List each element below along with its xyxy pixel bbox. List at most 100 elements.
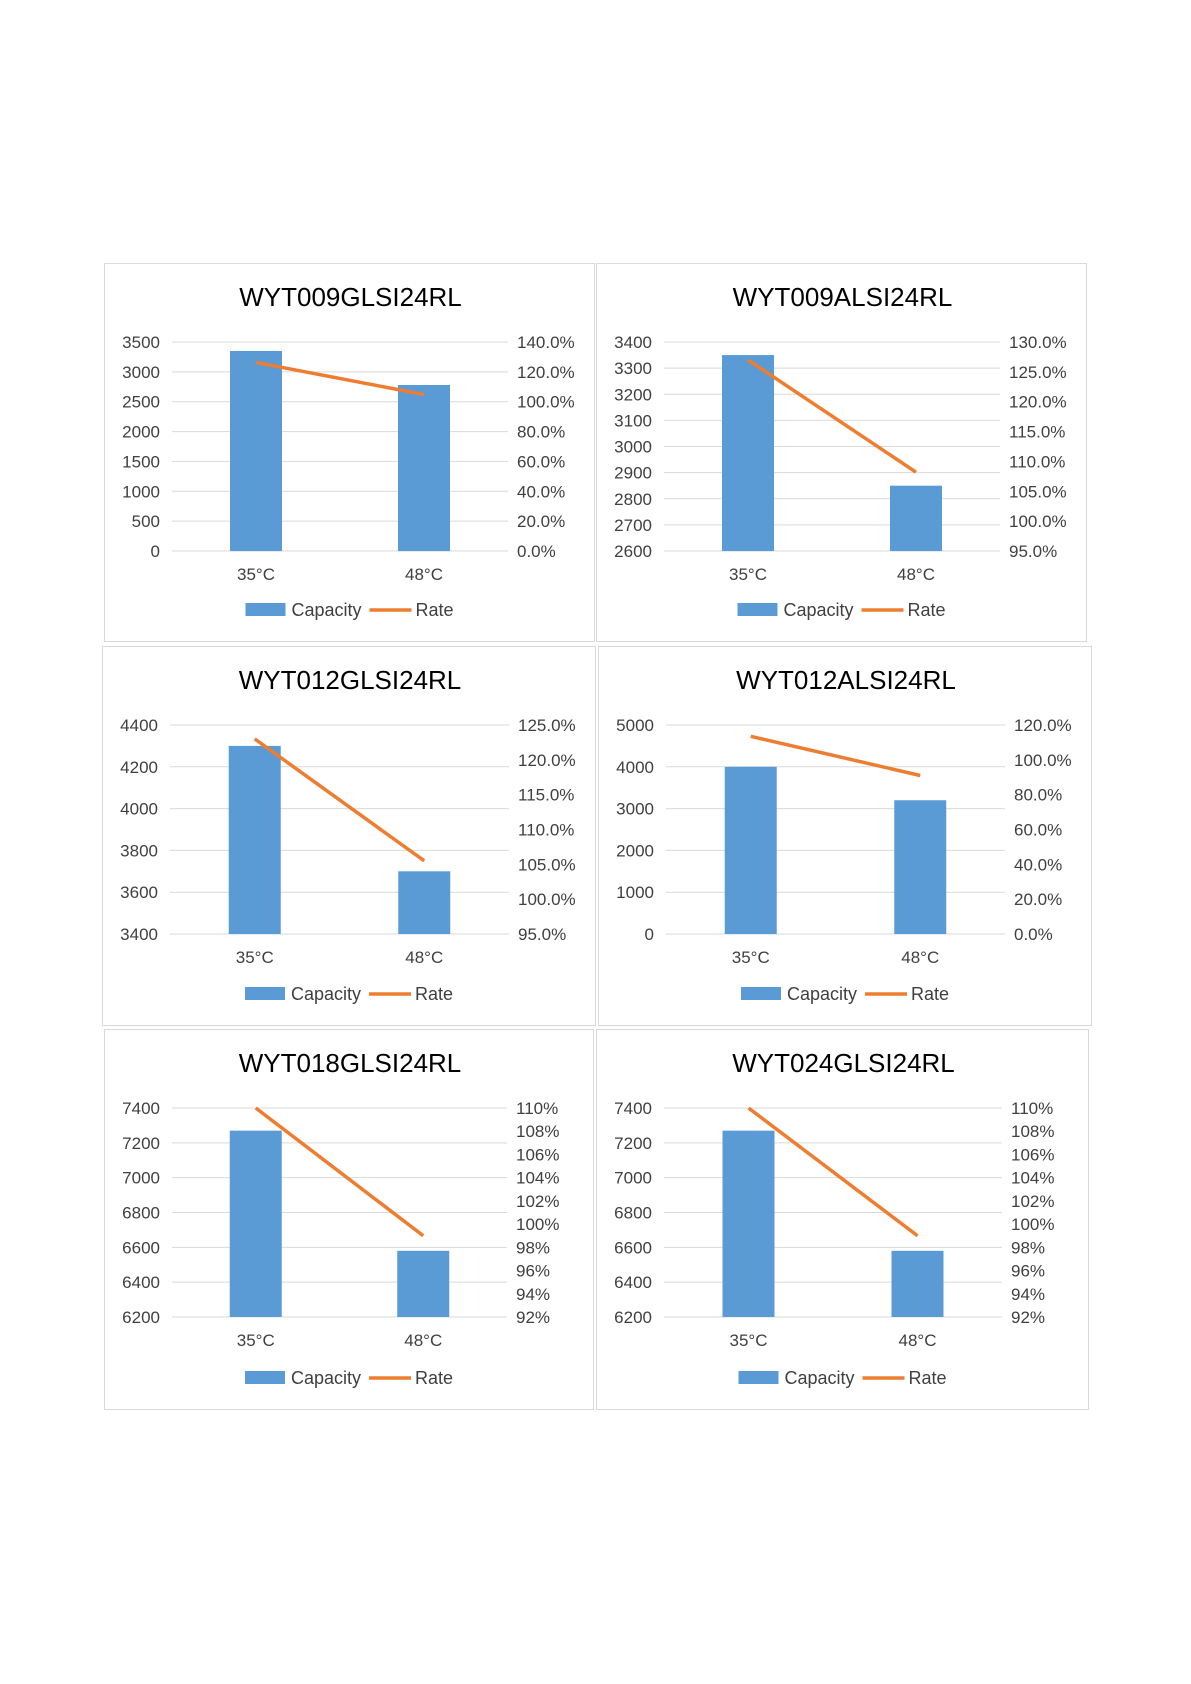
y-right-tick-label: 40.0%: [1014, 855, 1062, 874]
y-right-tick-label: 60.0%: [517, 452, 565, 471]
y-right-tick-label: 120.0%: [1014, 716, 1072, 735]
chart-svg: WYT009GLSI24RL 0 500 1000 1500 2000 2500 3000 35…: [122, 282, 575, 620]
y-left-tick-label: 3000: [616, 800, 654, 819]
y-right-tick-label: 125.0%: [1009, 363, 1067, 382]
capacity-bar: [398, 384, 450, 551]
legend-capacity-swatch: [245, 1371, 285, 1384]
y-right-tick-label: 95.0%: [518, 925, 566, 944]
y-right-tick-label: 130.0%: [1009, 333, 1067, 352]
y-right-tick-label: 120.0%: [518, 751, 576, 770]
legend-capacity-swatch: [741, 987, 781, 1000]
y-right-tick-label: 120.0%: [1009, 393, 1067, 412]
y-left-tick-label: 3100: [614, 411, 652, 430]
legend-capacity-label: Capacity: [292, 600, 362, 620]
y-left-tick-label: 3400: [614, 333, 652, 352]
y-right-tick-label: 115.0%: [518, 786, 574, 805]
capacity-bar: [891, 1250, 944, 1317]
x-tick-label: 35°C: [730, 1331, 768, 1350]
chart-panel: WYT012ALSI24RL 0 1000 2000 3000 4000 5000 0.0% 2…: [598, 646, 1092, 1026]
y-left-tick-label: 6200: [122, 1308, 160, 1327]
y-left-tick-label: 1500: [122, 452, 160, 471]
legend-rate-label: Rate: [909, 1368, 947, 1388]
y-right-tick-label: 40.0%: [517, 482, 565, 501]
legend-capacity-swatch: [245, 603, 286, 616]
y-right-tick-label: 100%: [516, 1215, 559, 1234]
capacity-bar: [722, 355, 774, 551]
y-left-tick-label: 6400: [614, 1273, 652, 1292]
y-right-tick-label: 110%: [1011, 1099, 1053, 1118]
y-right-tick-label: 110%: [516, 1099, 558, 1118]
y-right-tick-label: 106%: [1011, 1145, 1054, 1164]
y-right-tick-label: 94%: [516, 1285, 550, 1304]
capacity-bar: [398, 871, 451, 934]
y-left-tick-label: 7400: [122, 1099, 160, 1118]
y-left-tick-label: 7400: [614, 1099, 652, 1118]
chart-title: WYT009ALSI24RL: [733, 282, 953, 312]
y-left-tick-label: 4000: [120, 800, 158, 819]
legend-rate-label: Rate: [416, 600, 454, 620]
y-left-tick-label: 2000: [616, 841, 654, 860]
y-right-tick-label: 80.0%: [1014, 786, 1062, 805]
capacity-bar: [890, 485, 942, 551]
y-right-tick-label: 104%: [1011, 1169, 1054, 1188]
capacity-bar: [722, 1130, 775, 1317]
chart-panel: WYT009ALSI24RL 2600 2700 2800 2900 3000 3100 32…: [596, 263, 1087, 642]
rate-line: [747, 358, 917, 474]
y-right-tick-label: 106%: [516, 1145, 559, 1164]
y-right-tick-label: 92%: [1011, 1308, 1045, 1327]
legend-capacity-label: Capacity: [291, 1368, 361, 1388]
y-left-tick-label: 2000: [122, 423, 160, 442]
y-right-tick-label: 102%: [1011, 1192, 1054, 1211]
chart-title: WYT024GLSI24RL: [732, 1048, 955, 1078]
y-left-tick-label: 2500: [122, 393, 160, 412]
y-right-tick-label: 105.0%: [1009, 482, 1067, 501]
chart-panel: WYT012GLSI24RL 3400 3600 3800 4000 4200 4400 95…: [102, 646, 596, 1026]
x-tick-label: 35°C: [236, 948, 274, 967]
y-right-tick-label: 110.0%: [518, 821, 574, 840]
y-left-tick-label: 4000: [616, 758, 654, 777]
y-left-tick-label: 2700: [614, 516, 652, 535]
legend-rate-label: Rate: [415, 1368, 453, 1388]
y-right-tick-label: 92%: [516, 1308, 550, 1327]
legend-capacity-swatch: [738, 1371, 779, 1384]
y-left-tick-label: 6800: [614, 1204, 652, 1223]
y-right-tick-label: 94%: [1011, 1285, 1045, 1304]
y-right-tick-label: 20.0%: [1014, 890, 1062, 909]
y-right-tick-label: 104%: [516, 1169, 559, 1188]
y-left-tick-label: 2600: [614, 542, 652, 561]
chart-panel: WYT009GLSI24RL 0 500 1000 1500 2000 2500 3000 35…: [104, 263, 595, 642]
capacity-bar: [397, 1250, 450, 1317]
y-left-tick-label: 7000: [122, 1169, 160, 1188]
y-right-tick-label: 108%: [1011, 1122, 1054, 1141]
y-right-tick-label: 100%: [1011, 1215, 1054, 1234]
y-right-tick-label: 0.0%: [1014, 925, 1053, 944]
rate-line: [253, 737, 426, 863]
y-left-tick-label: 6600: [614, 1238, 652, 1257]
y-right-tick-label: 100.0%: [1009, 512, 1067, 531]
x-tick-label: 35°C: [729, 565, 767, 584]
y-right-tick-label: 100.0%: [517, 393, 575, 412]
x-tick-label: 35°C: [732, 948, 770, 967]
x-tick-label: 48°C: [405, 948, 443, 967]
y-right-tick-label: 80.0%: [517, 423, 565, 442]
legend-rate-label: Rate: [911, 984, 949, 1004]
capacity-bar: [229, 1130, 282, 1317]
y-right-tick-label: 120.0%: [517, 363, 575, 382]
chart-title: WYT009GLSI24RL: [239, 282, 462, 312]
y-left-tick-label: 4200: [120, 758, 158, 777]
y-right-tick-label: 0.0%: [517, 542, 556, 561]
x-tick-label: 35°C: [237, 565, 275, 584]
legend-capacity-label: Capacity: [784, 600, 854, 620]
y-right-tick-label: 115.0%: [1009, 423, 1065, 442]
y-left-tick-label: 2900: [614, 464, 652, 483]
y-right-tick-label: 108%: [516, 1122, 559, 1141]
y-left-tick-label: 1000: [122, 482, 160, 501]
x-tick-label: 48°C: [901, 948, 939, 967]
rate-line: [747, 1106, 919, 1238]
chart-panel: WYT024GLSI24RL 6200 6400 6600 6800 7000 7200 74…: [596, 1029, 1089, 1410]
y-left-tick-label: 0: [151, 542, 160, 561]
y-left-tick-label: 3800: [120, 841, 158, 860]
y-left-tick-label: 7000: [614, 1169, 652, 1188]
y-left-tick-label: 6400: [122, 1273, 160, 1292]
y-left-tick-label: 7200: [614, 1134, 652, 1153]
